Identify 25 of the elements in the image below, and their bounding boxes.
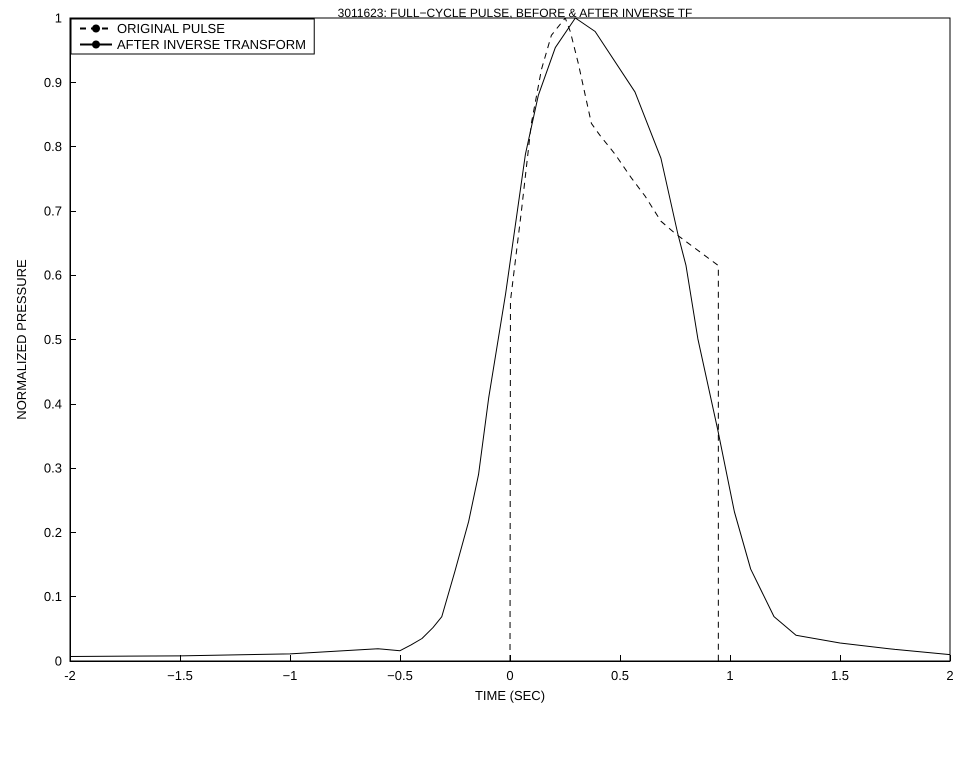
y-tick-label: 0.9 (44, 74, 62, 90)
y-tick-label: 0.1 (44, 589, 62, 604)
x-tick-label: 0 (506, 668, 514, 683)
x-tick-label: 1 (726, 668, 734, 683)
y-tick-label: 0.3 (44, 460, 62, 476)
x-tick-label: −1 (282, 668, 298, 683)
x-tick-label: −0.5 (387, 668, 413, 683)
y-tick-label: 0.7 (44, 203, 62, 218)
legend-label: AFTER INVERSE TRANSFORM (117, 37, 306, 52)
x-tick-label: -2 (64, 668, 76, 683)
x-tick-label: 1.5 (830, 668, 850, 683)
x-tick-label: 0.5 (610, 668, 630, 683)
y-tick-label: 1 (54, 10, 62, 26)
legend-label: ORIGINAL PULSE (117, 21, 226, 36)
y-tick-label: 0.2 (44, 524, 62, 540)
y-axis-title: NORMALIZED PRESSURE (14, 259, 29, 420)
y-tick-label: 0.6 (44, 268, 62, 283)
y-tick-label: 0.8 (44, 139, 62, 154)
y-tick-label: 0.5 (44, 332, 62, 347)
y-tick-label: 0.4 (44, 396, 62, 412)
x-tick-label: −1.5 (167, 668, 193, 683)
x-tick-label: 2 (946, 668, 954, 683)
chart-title: 3011623: FULL−CYCLE PULSE, BEFORE & AFTER INVERSE TF (338, 6, 692, 20)
y-tick-label: 0 (54, 654, 62, 668)
x-axis-title: TIME (SEC) (474, 688, 546, 703)
